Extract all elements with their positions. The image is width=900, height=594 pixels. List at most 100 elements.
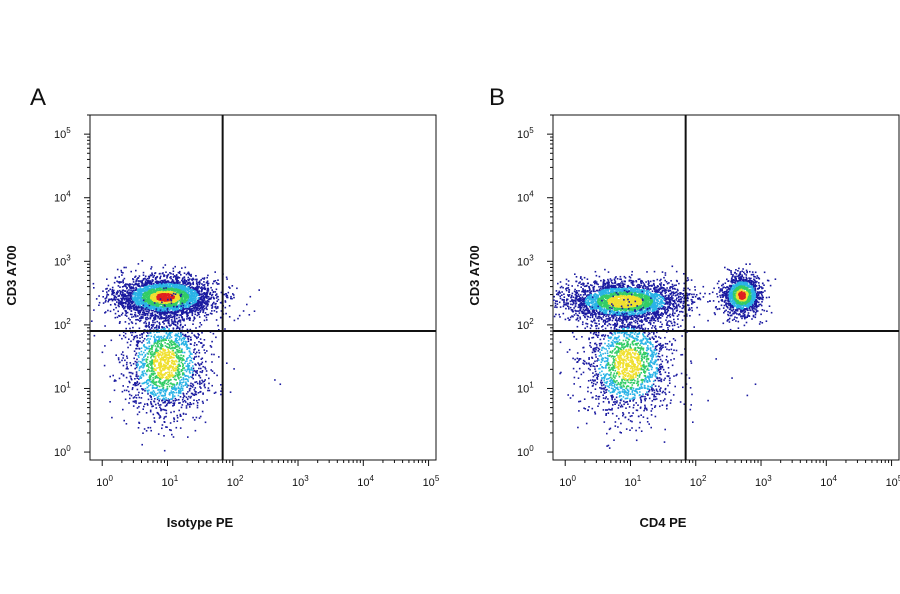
panel-a-event-dot [180, 314, 182, 316]
panel-a-event-dot [123, 299, 126, 301]
panel-a-event-dot [139, 311, 142, 314]
panel-a-event-dot [166, 277, 168, 279]
panel-a-event-dot [129, 313, 132, 316]
panel-a-event-dot [217, 298, 220, 301]
panel-a-event-dot [123, 277, 126, 280]
panel-a-event-dot [166, 275, 169, 278]
panel-a-event-dot [186, 315, 188, 318]
panel-a-event-dot [114, 316, 117, 319]
panel-a-event-dot [114, 298, 117, 301]
panel-a-event-dot [131, 307, 133, 310]
panel-a-event-dot [190, 283, 192, 285]
panel-a-event-dot [179, 319, 182, 321]
panel-a-event-dot [203, 281, 205, 283]
panel-a-frame [89, 114, 437, 461]
panel-a-event-dot [117, 303, 120, 305]
panel-a-event-dot [138, 309, 141, 312]
panel-a-event-dot [117, 295, 119, 297]
panel-a-event-dot [116, 316, 119, 319]
panel-a-event-dot [194, 313, 196, 316]
panel-a-event-dot [135, 309, 137, 311]
panel-a-event-dot [152, 319, 154, 322]
panel-a-event-dot [218, 283, 220, 285]
panel-a-event-dot [147, 332, 149, 334]
panel-a-event-dot [134, 311, 137, 314]
panel-a-event-dot [144, 317, 147, 319]
panel-a-event-dot [145, 313, 147, 315]
panel-a-event-dot [125, 310, 127, 312]
panel-a-event-dot [166, 317, 168, 319]
panel-a-event-dot [144, 314, 147, 316]
panel-a-event-dot [121, 304, 123, 306]
panel-a-event-dot [138, 313, 141, 316]
panel-a-event-dot [253, 310, 256, 312]
panel-a-event-dot [168, 317, 171, 320]
panel-a-event-dot [102, 296, 104, 298]
panel-a-event-dot [138, 282, 140, 285]
panel-a-event-dot [125, 285, 127, 288]
panel-a-event-dot [190, 311, 192, 313]
panel-a-event-dot [181, 318, 184, 321]
panel-a-event-dot [211, 306, 214, 308]
panel-a-event-dot [98, 304, 100, 306]
panel-a-event-dot [126, 290, 129, 292]
panel-a-event-dot [154, 272, 156, 275]
panel-a-event-dot [207, 290, 210, 292]
panel-a-event-dot [184, 324, 186, 326]
panel-a-event-dot [212, 302, 214, 305]
panel-a-event-dot [107, 284, 110, 287]
panel-a-event-dot [125, 302, 127, 304]
panel-a-event-dot [191, 279, 193, 281]
panel-a-event-dot [184, 266, 187, 269]
panel-a-event-dot [197, 307, 200, 309]
panel-a-event-dot [120, 269, 122, 272]
panel-a-event-dot [188, 316, 191, 319]
panel-a-event-dot [118, 282, 121, 284]
panel-a-event-dot [172, 276, 175, 278]
panel-a-event-dot [137, 315, 139, 317]
panel-a-event-dot [164, 279, 167, 281]
panel-a-event-dot [104, 301, 107, 303]
panel-a-event-dot [210, 286, 212, 289]
panel-a-event-dot [146, 277, 149, 280]
panel-a-event-dot [215, 282, 218, 284]
panel-a-event-dot [120, 281, 123, 283]
panel-a-event-dot [200, 305, 203, 307]
panel-a-event-dot [102, 302, 105, 304]
panel-a-event-dot [230, 295, 232, 298]
panel-a-event-dot [204, 312, 207, 314]
panel-a-event-dot [93, 287, 95, 289]
panel-a-event-dot [105, 288, 107, 290]
panel-a-event-dot [225, 312, 227, 315]
panel-a-event-dot [148, 281, 150, 283]
panel-a-event-dot [109, 288, 111, 291]
panel-a-event-dot [124, 294, 127, 296]
panel-a-event-dot [141, 279, 144, 282]
panel-a-event-dot [183, 272, 186, 274]
panel-a-event-dot [116, 280, 118, 283]
panel-a-event-dot [219, 316, 222, 319]
panel-a-event-dot [156, 315, 159, 317]
panel-a-event-dot [107, 294, 110, 296]
panel-a-event-dot [214, 306, 216, 308]
panel-a-event-dot [154, 278, 157, 280]
panel-a-event-dot [199, 287, 202, 289]
panel-a-event-dot [210, 296, 213, 299]
panel-a-event-dot [159, 323, 161, 326]
panel-a-event-dot [116, 298, 118, 301]
panel-a-event-dot [191, 312, 194, 314]
panel-a-event-dot [161, 317, 164, 319]
panel-a-event-dot [214, 280, 217, 282]
panel-a-event-dot [124, 290, 126, 292]
panel-a-event-dot [117, 302, 120, 304]
panel-a-event-dot [135, 269, 137, 272]
panel-a-event-dot [203, 288, 206, 290]
panel-a-event-dot [206, 308, 208, 311]
panel-a-event-dot [120, 290, 122, 293]
panel-a-event-dot [119, 293, 122, 295]
panel-a-event-dot [195, 281, 198, 283]
panel-a-event-dot [209, 291, 212, 294]
panel-a-event-dot [196, 283, 199, 286]
panel-a-event-dot [121, 305, 124, 308]
